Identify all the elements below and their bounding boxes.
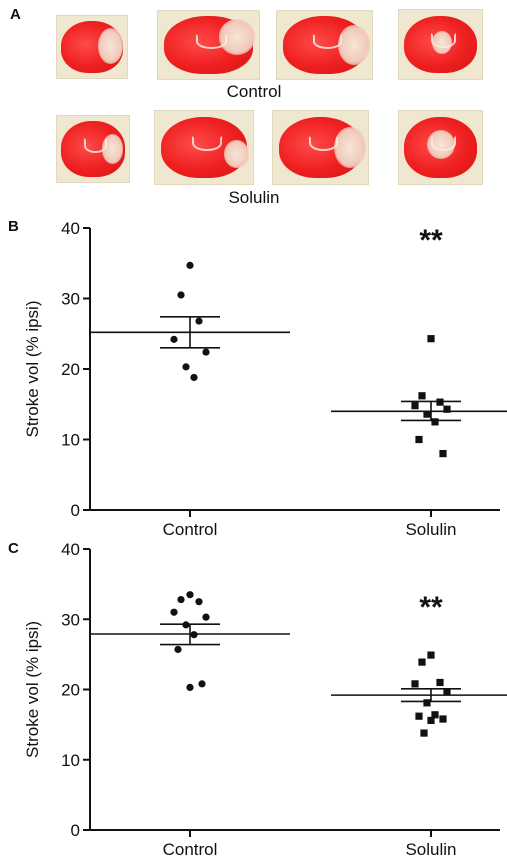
data-point xyxy=(443,688,451,696)
y-tick-label: 30 xyxy=(61,610,80,629)
data-point xyxy=(411,680,419,688)
brain-slice-photo xyxy=(154,110,254,185)
data-point xyxy=(182,363,190,371)
data-point xyxy=(186,591,194,599)
data-point xyxy=(177,595,185,604)
data-point xyxy=(190,373,198,382)
y-tick-label: 10 xyxy=(61,751,80,770)
y-tick-label: 20 xyxy=(61,681,80,700)
data-point xyxy=(415,435,423,444)
significance-label: ** xyxy=(419,224,443,257)
brain-slice-photo xyxy=(272,110,369,185)
data-point xyxy=(186,683,194,691)
x-tick-label: Control xyxy=(163,840,218,859)
panel-letter-b: B xyxy=(8,218,19,235)
brain-slice-photo xyxy=(56,115,130,183)
data-point xyxy=(436,678,444,687)
y-axis-label: Stroke vol (% ipsi) xyxy=(23,621,42,758)
brain-slice-photo xyxy=(56,15,128,79)
panel-letter-c: C xyxy=(8,540,19,557)
data-point xyxy=(427,716,435,725)
data-point xyxy=(423,410,431,418)
y-axis-label: Stroke vol (% ipsi) xyxy=(23,301,42,438)
data-point xyxy=(418,392,426,400)
data-point xyxy=(418,658,426,666)
chart-c: 0 10 20 30 40 Stroke vol (% ipsi) Control Solul… xyxy=(23,540,507,859)
data-point xyxy=(202,348,210,356)
x-tick-label: Solulin xyxy=(405,520,456,539)
data-point xyxy=(202,613,210,621)
data-point xyxy=(174,645,182,654)
x-tick-label: Solulin xyxy=(405,840,456,859)
data-point xyxy=(415,712,423,720)
data-point xyxy=(427,335,435,343)
y-tick-label: 0 xyxy=(71,501,80,520)
brain-slice-photo xyxy=(398,110,483,185)
y-tick-label: 0 xyxy=(71,821,80,840)
data-point xyxy=(431,418,439,426)
data-point xyxy=(170,608,178,616)
significance-label: ** xyxy=(419,591,443,624)
brain-slice-photo xyxy=(157,10,260,80)
data-point xyxy=(427,651,435,659)
data-point xyxy=(420,729,428,737)
data-point xyxy=(443,405,451,413)
row-label-control: Control xyxy=(226,82,282,101)
data-point xyxy=(439,450,447,458)
data-point xyxy=(439,715,447,723)
y-tick-label: 40 xyxy=(61,219,80,238)
row-label-solulin: Solulin xyxy=(228,188,280,207)
y-tick-label: 20 xyxy=(61,360,80,379)
data-point xyxy=(198,680,206,688)
x-tick-label: Control xyxy=(163,520,218,539)
chart-b: 0 10 20 30 40 Stroke vol (% ipsi) Control Solul… xyxy=(23,219,507,539)
data-point xyxy=(431,711,439,719)
data-point xyxy=(195,598,203,606)
data-point xyxy=(170,335,178,343)
data-point xyxy=(195,317,203,325)
brain-slice-photo xyxy=(398,9,483,80)
brain-slice-photo xyxy=(276,10,373,80)
data-point xyxy=(186,261,194,269)
y-tick-label: 40 xyxy=(61,540,80,559)
data-point xyxy=(423,699,431,707)
panel-letter-a: A xyxy=(10,6,21,23)
y-tick-label: 10 xyxy=(61,431,80,450)
data-point xyxy=(411,402,419,410)
y-tick-label: 30 xyxy=(61,290,80,309)
data-point xyxy=(177,291,185,299)
